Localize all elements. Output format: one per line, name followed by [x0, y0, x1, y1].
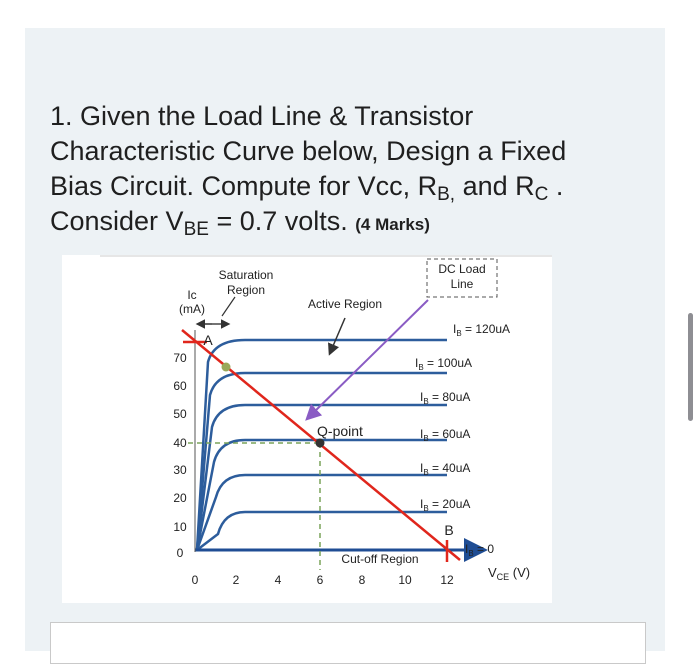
q-point-dot — [315, 438, 325, 448]
label: Active Region — [308, 297, 382, 311]
ib-label: IB = 40uA — [420, 461, 470, 477]
subscript: BE — [183, 219, 209, 240]
subscript: B — [418, 363, 423, 372]
label: Saturation — [219, 268, 274, 282]
x-tick-label: 8 — [359, 573, 366, 587]
axis-label: VCE (V) — [488, 565, 530, 582]
ticks: 0 2 4 6 8 10 12 70 60 50 40 30 20 10 0 — [173, 351, 454, 587]
label: (mA) — [179, 302, 205, 316]
label: A — [203, 332, 213, 348]
x-tick-label: 12 — [440, 573, 454, 587]
text: = 80uA — [429, 390, 471, 404]
marks: (4 Marks) — [355, 215, 430, 234]
text: I — [420, 497, 423, 511]
text: = 20uA — [429, 497, 471, 511]
label: Line — [451, 277, 474, 291]
subscript: B — [456, 329, 461, 338]
question-line: 1. Given the Load Line & Transistor — [50, 101, 474, 131]
y-tick-label: 20 — [173, 491, 187, 505]
scrollbar[interactable] — [688, 313, 693, 421]
curve — [195, 371, 447, 551]
question-line: Bias Circuit. Compute for Vcc, RB, and R… — [50, 171, 564, 204]
x-tick-label: 0 — [192, 573, 199, 587]
curve — [195, 338, 447, 551]
curve — [195, 473, 447, 551]
text: = 60uA — [429, 427, 471, 441]
text: = 100uA — [424, 356, 472, 370]
dc-load-box — [426, 258, 498, 298]
ib-label: IB = 120uA — [453, 322, 510, 338]
curve — [195, 403, 447, 551]
pointer — [328, 317, 346, 356]
ib-label: IB = 60uA — [420, 427, 470, 443]
text: = 40uA — [429, 461, 471, 475]
subscript: B — [468, 549, 473, 558]
question-line: Consider VBE = 0.7 volts. (4 Marks) — [50, 206, 430, 240]
label: Ic — [187, 288, 196, 302]
text: I — [415, 356, 418, 370]
pointer — [305, 299, 429, 421]
x-tick-label: 4 — [275, 573, 282, 587]
y-tick-label: 50 — [173, 407, 187, 421]
subscript: B — [423, 397, 428, 406]
answer-box[interactable] — [50, 622, 646, 664]
text: and R — [455, 171, 535, 201]
x-tick-label: 2 — [233, 573, 240, 587]
point-a-dot — [221, 362, 231, 372]
text: I — [453, 322, 456, 336]
subscript: B, — [437, 184, 456, 205]
curve — [196, 510, 447, 551]
subscript: B — [423, 504, 428, 513]
text: Consider V — [50, 206, 184, 236]
text: I — [420, 390, 423, 404]
subscript: C — [534, 184, 549, 205]
subscript: B — [423, 434, 428, 443]
text: = 0.7 volts. — [208, 206, 356, 236]
label: DC Load — [438, 262, 485, 276]
y-tick-label: 70 — [173, 351, 187, 365]
characteristic-curves — [195, 338, 447, 552]
text: . — [548, 171, 564, 201]
text: I — [420, 461, 423, 475]
text: I — [465, 542, 468, 556]
subscript: CE — [497, 572, 510, 582]
y-tick-label: 40 — [173, 436, 187, 450]
text: (V) — [509, 565, 530, 580]
ib-label: IB = 20uA — [420, 497, 470, 513]
text: = 120uA — [462, 322, 510, 336]
pointer — [221, 296, 236, 317]
x-tick-label: 6 — [317, 573, 324, 587]
ib-label: IB = 80uA — [420, 390, 470, 406]
y-tick-label: 30 — [173, 463, 187, 477]
y-tick-label: 10 — [173, 520, 187, 534]
text: I — [420, 427, 423, 441]
label: Region — [227, 283, 265, 297]
y-tick-label: 60 — [173, 379, 187, 393]
curve — [195, 438, 447, 551]
x-tick-label: 10 — [398, 573, 412, 587]
text: = 0 — [474, 542, 495, 556]
question-line: Characteristic Curve below, Design a Fix… — [50, 136, 567, 166]
text: V — [488, 565, 497, 580]
ib-label: IB = 0 — [465, 542, 494, 558]
ib-label: IB = 100uA — [415, 356, 472, 372]
subscript: B — [423, 468, 428, 477]
text: Bias Circuit. Compute for Vcc, R — [50, 171, 438, 201]
label: Cut-off Region — [341, 552, 418, 566]
label: B — [444, 522, 453, 538]
y-tick-label: 0 — [177, 546, 184, 560]
label: Q-point — [317, 423, 363, 439]
